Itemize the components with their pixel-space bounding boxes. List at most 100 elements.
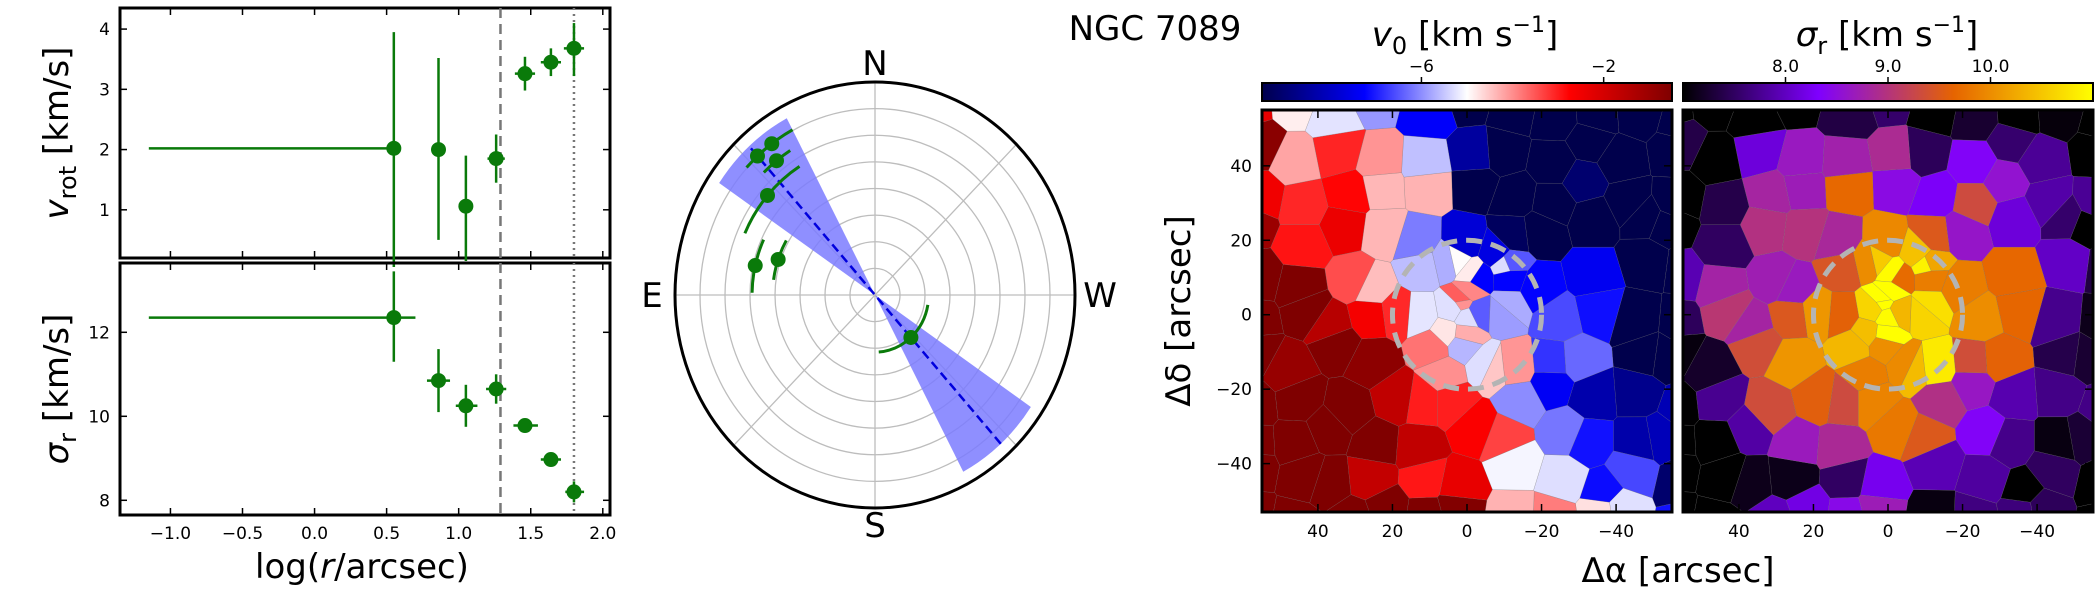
sigma-colorbar-label: σr [km s−1] — [1796, 13, 1979, 60]
vrot-ylabel: vrot [km/s] — [37, 47, 82, 220]
compass-north: N — [862, 44, 887, 84]
pa-point — [768, 153, 784, 169]
vrot-ytick-label: 1 — [99, 201, 110, 221]
sigma-cell — [1683, 118, 1709, 171]
profile-xlabel: log(r/arcsec) — [255, 547, 469, 587]
vrot-panel: 1 2 3 4 vrot [km/s] — [37, 6, 612, 268]
map-ytick-label: 0 — [1241, 306, 1252, 326]
v0-cbar-tick-label: −2 — [1591, 57, 1616, 77]
pa-point — [749, 148, 765, 164]
sigma-panel: −1.0 −0.5 0.0 0.5 1.0 1.5 2.0 8 10 12 σr [km/s] l… — [37, 261, 616, 587]
map-ytick-label: −20 — [1216, 380, 1252, 400]
sigma-voronoi-cells — [1683, 110, 2093, 512]
vrot-ticks: 1 2 3 4 — [99, 8, 610, 258]
polar-outline — [673, 80, 1077, 510]
vrot-point — [431, 142, 446, 158]
vrot-point — [458, 198, 474, 214]
v0-cell — [1406, 496, 1442, 512]
sigma-point — [386, 310, 402, 326]
sigma-colorbar — [1682, 82, 2094, 102]
vrot-axes-frame — [118, 6, 612, 260]
sigma-cell — [1824, 171, 1874, 217]
v0-cell — [1489, 290, 1533, 329]
vrot-ytick-label: 3 — [99, 80, 110, 100]
profile-xtick-label: 1.5 — [517, 524, 544, 544]
vrot-point — [386, 140, 402, 156]
v0-cell — [1413, 355, 1469, 392]
v0-map-xtick-label: −20 — [1524, 522, 1560, 542]
pa-point — [747, 258, 763, 274]
sigma-cell — [1783, 172, 1827, 211]
sigma-point — [458, 398, 474, 414]
v0-colorbar-label: v0 [km s−1] — [1372, 13, 1559, 60]
sigma-point — [488, 381, 504, 397]
sigma-axes-frame — [118, 261, 612, 517]
sigma-map-xtick-label: 0 — [1883, 522, 1894, 542]
sigma-cell — [1683, 379, 1700, 426]
sigma-ytick-label: 10 — [88, 407, 110, 427]
sigma-ticks: −1.0 −0.5 0.0 0.5 1.0 1.5 2.0 8 10 12 — [88, 263, 616, 544]
v0-map-xtick-label: 20 — [1382, 522, 1404, 542]
profile-xtick-label: 2.0 — [589, 524, 616, 544]
map-ylabel: Δδ [arcsec] — [1159, 215, 1199, 406]
sigma-point — [431, 373, 446, 389]
sigma-cell — [1827, 496, 1863, 512]
v0-cell — [1362, 172, 1406, 211]
sigma-map-xtick-label: 20 — [1803, 522, 1825, 542]
vrot-ytick-label: 4 — [99, 20, 110, 40]
sigma-map-xtick-label: 40 — [1728, 522, 1750, 542]
v0-map-panel: v0 [km s−1] −6 −2 40 20 0 −20 −40 40 20 0 −20 −40 — [1216, 13, 1674, 542]
sigma-cell — [1874, 307, 1900, 328]
vrot-point — [566, 40, 582, 56]
v0-cell — [1560, 246, 1627, 297]
polar-panel: N S E W — [641, 44, 1117, 546]
sigma-cell — [1683, 170, 1707, 220]
map-xlabel: Δα [arcsec] — [1581, 551, 1774, 591]
sigma-map-xtick-label: −40 — [2019, 522, 2055, 542]
sigma-ylabel: σr [km/s] — [37, 314, 82, 465]
sigma-ytick-label: 12 — [88, 323, 110, 343]
sigma-core-radius — [1810, 237, 1966, 392]
sigma-cbar-tick-label: 10.0 — [1972, 57, 2010, 77]
v0-cell — [1262, 424, 1276, 456]
profile-xtick-label: 1.0 — [445, 524, 472, 544]
sigma-map-ticks: 40 20 0 −20 −40 — [1683, 110, 2093, 542]
position-angle-series — [743, 128, 930, 354]
sigma-cell — [1910, 290, 1954, 329]
sigma-cell — [1822, 135, 1873, 178]
sigma-cell — [1683, 299, 1705, 336]
sigma-cbar-tick-label: 9.0 — [1874, 57, 1901, 77]
sigma-map-xtick-label: −20 — [1945, 522, 1981, 542]
vrot-data-series — [148, 23, 585, 268]
sigma-cell — [1683, 247, 1705, 302]
sigma-cell — [1683, 424, 1697, 456]
profile-xtick-label: −1.0 — [150, 524, 191, 544]
sigma-colorbar-ticks: 8.0 9.0 10.0 — [1772, 57, 2009, 83]
map-ytick-label: 20 — [1230, 231, 1252, 251]
profile-xtick-label: 0.5 — [373, 524, 400, 544]
sigma-core-circle — [1810, 237, 1966, 392]
v0-map-xtick-label: −40 — [1598, 522, 1634, 542]
v0-cell — [1262, 333, 1286, 379]
sigma-reference-lines — [499, 263, 576, 515]
map-ytick-label: −40 — [1216, 455, 1252, 475]
v0-cell — [1262, 110, 1273, 123]
v0-cell — [1401, 135, 1452, 178]
v0-cell — [1262, 247, 1284, 302]
sigma-cbar-tick-label: 8.0 — [1772, 57, 1799, 77]
compass-east: E — [641, 276, 662, 316]
vrot-point — [488, 151, 504, 167]
vrot-point — [543, 54, 559, 70]
compass-south: S — [864, 506, 886, 546]
v0-map-xtick-label: 40 — [1307, 522, 1329, 542]
sigma-ytick-label: 8 — [99, 491, 110, 511]
vrot-point — [517, 66, 533, 82]
v0-colorbar — [1261, 82, 1673, 102]
v0-cbar-tick-label: −6 — [1409, 57, 1434, 77]
pa-point — [759, 187, 775, 203]
sigma-point — [566, 484, 582, 500]
compass-west: W — [1083, 276, 1117, 316]
vrot-ytick-label: 2 — [99, 141, 110, 161]
profile-xtick-label: 0.0 — [301, 524, 328, 544]
v0-voronoi-cells — [1262, 110, 1672, 512]
